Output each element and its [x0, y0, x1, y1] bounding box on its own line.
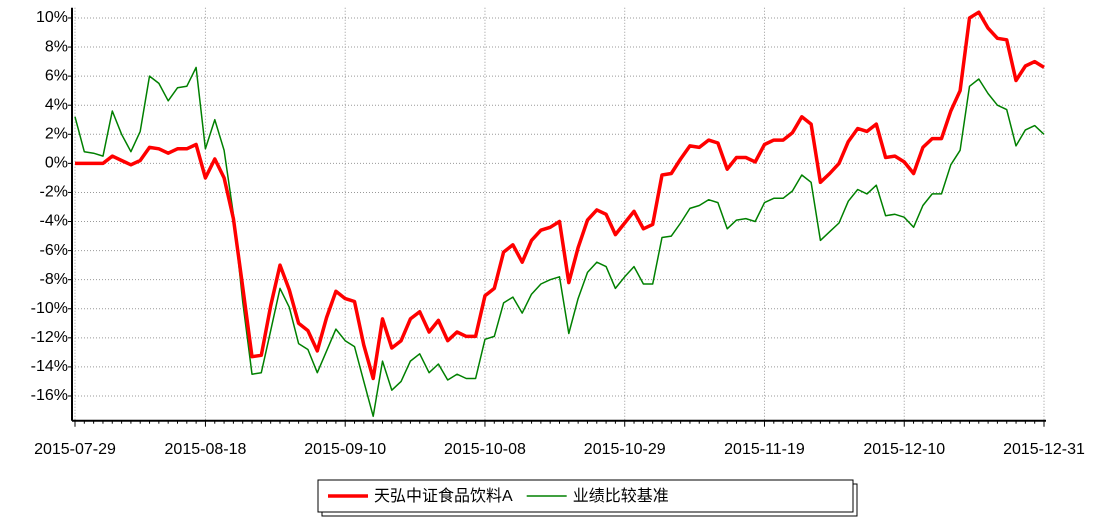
x-tick-label: 2015-12-10 — [863, 441, 945, 458]
y-tick-label: -12% — [31, 329, 68, 346]
x-tick-label: 2015-10-29 — [584, 441, 666, 458]
y-tick-label: 2% — [45, 126, 68, 143]
x-tick-label: 2015-07-29 — [34, 441, 116, 458]
x-tick-label: 2015-12-31 — [1003, 441, 1085, 458]
y-tick-label: -8% — [40, 271, 68, 288]
y-tick-label: 4% — [45, 96, 68, 113]
series-line — [74, 66, 1045, 418]
y-tick-label: 8% — [45, 38, 68, 55]
legend-label: 天弘中证食品饮料A — [374, 487, 513, 505]
y-tick-label: 0% — [45, 155, 68, 172]
y-tick-label: 10% — [36, 9, 68, 26]
x-tick-label: 2015-10-08 — [444, 441, 526, 458]
x-tick-label: 2015-11-19 — [724, 441, 805, 458]
y-tick-label: -16% — [31, 387, 68, 404]
x-tick-label: 2015-09-10 — [304, 441, 386, 458]
y-tick-label: 6% — [45, 67, 68, 84]
y-tick-label: -2% — [40, 184, 68, 201]
series-line — [75, 10, 1045, 381]
y-tick-label: -10% — [31, 300, 68, 317]
y-tick-label: -6% — [40, 242, 68, 259]
legend-label: 业绩比较基准 — [573, 487, 669, 505]
y-tick-label: -14% — [31, 358, 68, 375]
legend-box — [317, 479, 854, 513]
y-tick-label: -4% — [40, 213, 68, 230]
x-tick-label: 2015-08-18 — [165, 441, 247, 458]
